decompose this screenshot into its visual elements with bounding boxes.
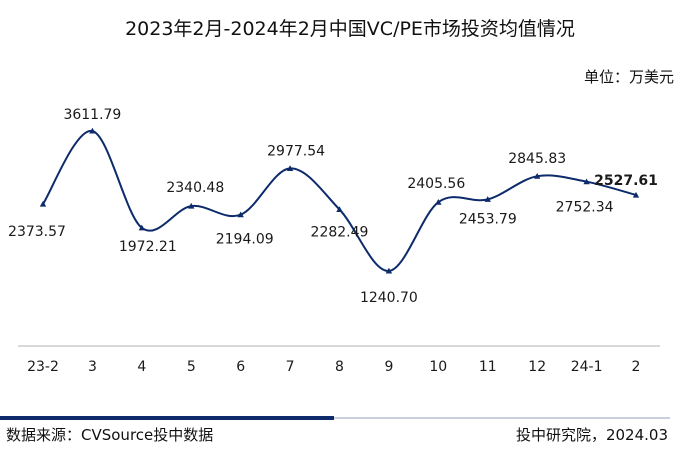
data-label-6: 2194.09	[216, 232, 274, 248]
data-label-3: 3611.79	[63, 107, 121, 123]
x-tick-label-2: 2	[632, 359, 641, 375]
data-point-10	[435, 199, 442, 205]
x-tick-label-7: 7	[286, 359, 295, 375]
data-point-23-2	[39, 200, 47, 207]
footer-bar-accent	[0, 416, 334, 420]
data-point-4	[138, 224, 146, 231]
data-point-9	[385, 267, 393, 274]
data-point-8	[336, 206, 343, 213]
x-tick-label-4: 4	[137, 359, 146, 375]
data-point-6	[237, 211, 244, 218]
data-label-12: 2845.83	[508, 151, 566, 167]
data-point-24-1	[583, 178, 590, 185]
x-tick-label-12: 12	[528, 359, 546, 375]
x-tick-label-5: 5	[187, 359, 196, 375]
data-point-7	[286, 165, 294, 172]
data-label-2: 2527.61	[594, 173, 658, 189]
data-label-10: 2405.56	[407, 176, 465, 192]
data-label-24-1: 2752.34	[556, 200, 614, 216]
x-axis-tick-labels: 23-2 3 4 5 6 7 8 9 10 11 12 24-1 2	[27, 359, 640, 375]
data-label-5: 2340.48	[166, 180, 224, 196]
data-point-5	[188, 202, 195, 209]
x-tick-label-10: 10	[429, 359, 447, 375]
x-tick-label-9: 9	[384, 359, 393, 375]
credit-note: 投中研究院，2024.03	[515, 426, 668, 444]
line-chart: 2373.57 3611.79 1972.21 2340.48 2194.09 2977.…	[8, 107, 660, 375]
unit-label: 单位：万美元	[583, 68, 674, 86]
x-tick-label-11: 11	[479, 359, 497, 375]
data-label-4: 1972.21	[119, 239, 177, 255]
data-label-8: 2282.49	[311, 225, 369, 241]
series-line	[42, 129, 637, 273]
data-label-11: 2453.79	[459, 211, 517, 227]
chart-title: 2023年2月-2024年2月中国VC/PE市场投资均值情况	[125, 18, 575, 40]
x-tick-label-8: 8	[335, 359, 344, 375]
data-labels: 2373.57 3611.79 1972.21 2340.48 2194.09 2977.…	[8, 107, 658, 306]
x-tick-label-24-1: 24-1	[571, 359, 603, 375]
data-point-12	[533, 173, 541, 179]
data-label-7: 2977.54	[267, 143, 325, 159]
data-point-11	[484, 196, 491, 202]
data-label-23-2: 2373.57	[8, 224, 66, 240]
data-point-2	[632, 191, 640, 198]
x-tick-label-23-2: 23-2	[27, 359, 59, 375]
data-point-3	[89, 127, 96, 134]
x-tick-label-6: 6	[236, 359, 245, 375]
x-tick-label-3: 3	[88, 359, 97, 375]
data-markers	[39, 127, 640, 274]
data-label-9: 1240.70	[360, 290, 418, 306]
footer-bar-rule	[334, 417, 670, 419]
source-note: 数据来源：CVSource投中数据	[6, 426, 214, 444]
